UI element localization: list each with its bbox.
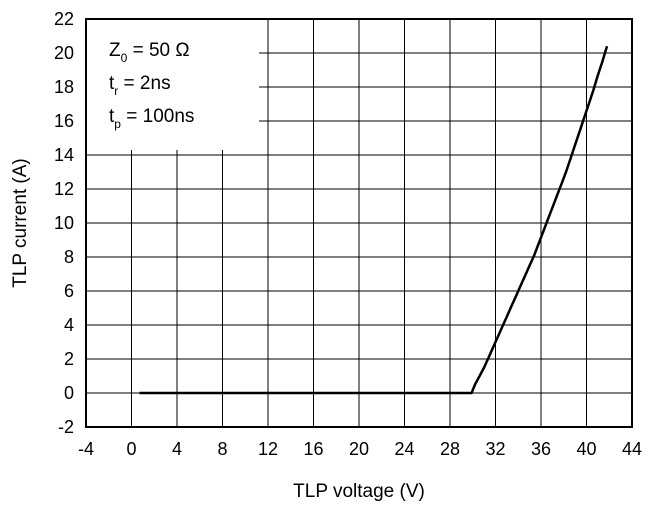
legend-box <box>87 20 259 150</box>
y-tick-label: 4 <box>64 315 74 335</box>
x-tick-label: 12 <box>258 439 278 459</box>
y-tick-label: 2 <box>64 349 74 369</box>
x-tick-label: -4 <box>78 439 94 459</box>
x-tick-label: 32 <box>485 439 505 459</box>
x-axis-title: TLP voltage (V) <box>293 481 425 502</box>
y-tick-labels: -2 0 2 4 6 8 10 12 14 16 18 20 22 <box>54 9 74 437</box>
series-layer <box>139 45 609 395</box>
legend: Z0 = 50 Ω tr = 2ns tp = 100ns <box>87 20 259 150</box>
x-tick-label: 8 <box>217 439 227 459</box>
x-tick-label: 16 <box>303 439 323 459</box>
y-tick-label: 18 <box>54 77 74 97</box>
plot-frame <box>85 18 633 428</box>
y-tick-label: -2 <box>58 417 74 437</box>
y-tick-label: 8 <box>64 247 74 267</box>
x-tick-label: 24 <box>394 439 414 459</box>
y-axis-title: TLP current (A) <box>10 158 31 288</box>
x-tick-label: 0 <box>126 439 136 459</box>
y-tick-label: 16 <box>54 111 74 131</box>
x-tick-labels: -4 0 4 8 12 16 20 24 28 32 36 40 44 <box>78 439 642 459</box>
y-tick-label: 12 <box>54 179 74 199</box>
legend-entry: tr = 2ns <box>109 73 171 98</box>
y-tick-label: 6 <box>64 281 74 301</box>
x-tick-label: 20 <box>349 439 369 459</box>
y-tick-label: 10 <box>54 213 74 233</box>
y-tick-label: 22 <box>54 9 74 29</box>
y-tick-label: 14 <box>54 145 74 165</box>
legend-entry: tp = 100ns <box>109 106 194 131</box>
series-line <box>139 45 609 395</box>
x-tick-label: 40 <box>576 439 596 459</box>
y-tick-label: 20 <box>54 43 74 63</box>
x-tick-label: 44 <box>622 439 642 459</box>
legend-entry: Z0 = 50 Ω <box>109 40 190 65</box>
x-tick-label: 4 <box>172 439 182 459</box>
x-tick-label: 28 <box>440 439 460 459</box>
x-tick-label: 36 <box>531 439 551 459</box>
y-tick-label: 0 <box>64 383 74 403</box>
